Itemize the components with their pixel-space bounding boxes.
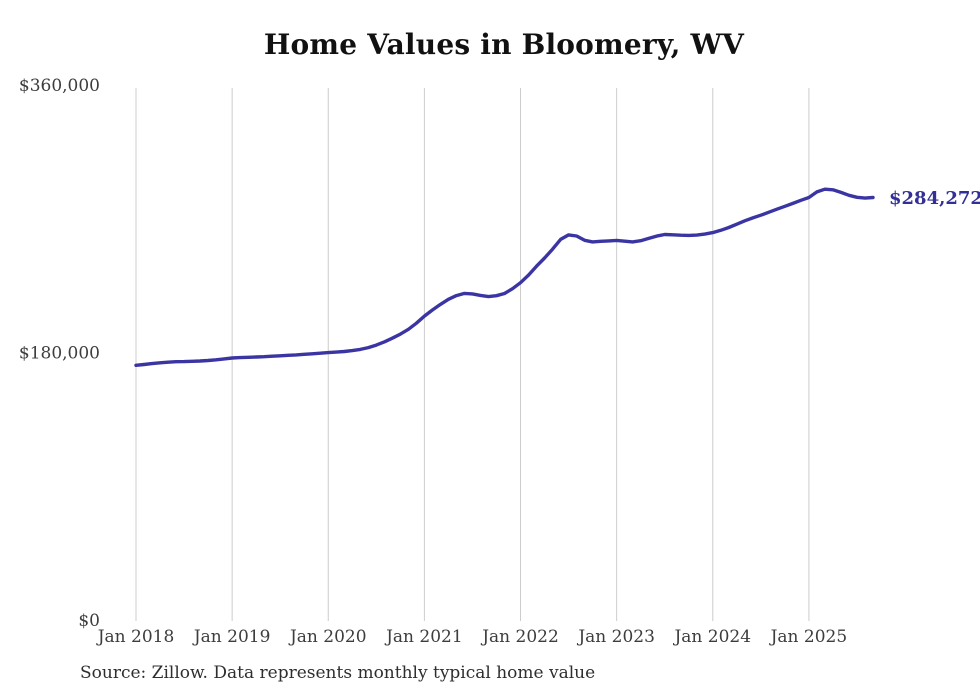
x-tick-label: Jan 2018 [96, 627, 175, 647]
x-tick-label: Jan 2019 [192, 627, 271, 647]
source-note: Source: Zillow. Data represents monthly … [80, 663, 596, 683]
end-value-label: $284,272 [889, 188, 980, 209]
x-tick-label: Jan 2021 [384, 627, 463, 647]
y-tick-label: $0 [78, 611, 100, 631]
x-tick-label: Jan 2022 [480, 627, 559, 647]
chart-title: Home Values in Bloomery, WV [263, 28, 745, 61]
x-tick-label: Jan 2023 [576, 627, 655, 647]
y-tick-label: $360,000 [19, 76, 100, 96]
x-tick-label: Jan 2024 [672, 627, 751, 647]
x-tick-label: Jan 2025 [769, 627, 848, 647]
home-value-line [134, 187, 875, 367]
y-tick-label: $180,000 [19, 344, 100, 364]
x-tick-label: Jan 2020 [288, 627, 367, 647]
